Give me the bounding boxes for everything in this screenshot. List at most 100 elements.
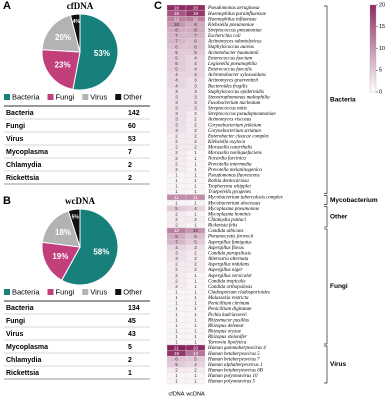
- table-count: 142: [128, 110, 140, 117]
- cell-value: 1: [175, 301, 178, 306]
- row-name: Pseudomonas aeruginosa: [207, 6, 260, 11]
- cell-value: 16: [174, 11, 180, 16]
- cell-value: 2: [175, 139, 178, 144]
- legend-label: Fungi: [56, 92, 75, 101]
- cell-value: 2: [194, 256, 197, 261]
- row-name: Pseudomonas fluorescens: [207, 173, 260, 178]
- row-name: Prevotella melaninogenica: [207, 168, 262, 173]
- cell-value: 1: [194, 189, 197, 194]
- group-label: Bacteria: [330, 96, 356, 103]
- row-name: Human polyomavirus 5: [207, 380, 255, 385]
- cell-value: 1: [194, 373, 197, 378]
- table-count: 7: [128, 149, 132, 156]
- row-name: Candida parapsilosis: [208, 251, 251, 256]
- cell-value: 1: [175, 334, 178, 339]
- cell-value: 1: [175, 189, 178, 194]
- legend-label: Bacteria: [12, 92, 40, 101]
- slice-label: 4%: [73, 19, 81, 25]
- cell-value: 1: [194, 295, 197, 300]
- cell-value: 2: [175, 211, 178, 216]
- cell-value: 1: [194, 290, 197, 295]
- colorbar-tick-label: 10: [379, 46, 385, 52]
- cell-value: 4: [194, 72, 197, 77]
- cell-value: 3: [194, 83, 197, 88]
- row-name: Haemophilus influenzae: [207, 17, 257, 22]
- cell-value: 20: [193, 345, 199, 350]
- row-name: Aspergillus nidulans: [207, 263, 249, 268]
- cell-value: 12: [193, 16, 199, 21]
- cell-value: 4: [194, 206, 197, 211]
- cell-value: 3: [175, 117, 178, 122]
- group-bracket: [324, 345, 328, 384]
- cell-value: 2: [175, 368, 178, 373]
- cell-value: 1: [194, 273, 197, 278]
- row-name: Stenotrophomonas maltophilia: [208, 95, 270, 100]
- cell-value: 1: [194, 340, 197, 345]
- row-name: Acinetobacter baumannii: [207, 51, 259, 56]
- cell-value: 20: [174, 5, 180, 10]
- cell-value: 10: [193, 228, 199, 233]
- table-count: 60: [128, 123, 136, 130]
- row-name: Aspergillus versicolor: [207, 274, 252, 279]
- cell-value: 11: [193, 195, 198, 200]
- cell-value: 2: [194, 139, 197, 144]
- row-name: Streptococcus pseudopneumoniae: [208, 112, 276, 117]
- cell-value: 1: [175, 295, 178, 300]
- cell-value: 2: [194, 267, 197, 272]
- cell-value: 3: [194, 106, 197, 111]
- cell-value: 1: [194, 172, 197, 177]
- row-name: Staphylococcus aureus: [208, 45, 254, 50]
- table-name: Chlamydia: [6, 357, 42, 364]
- cell-value: 3: [175, 111, 178, 116]
- group-bracket: [324, 206, 328, 228]
- table-name: Mycoplasma: [6, 149, 48, 156]
- row-name: Streptococcus pneumoniae: [208, 29, 262, 34]
- cell-value: 2: [175, 167, 178, 172]
- cell-value: 2: [194, 117, 197, 122]
- pie-slice: [41, 49, 81, 90]
- table-name: Fungi: [6, 318, 25, 325]
- group-bracket: [324, 228, 328, 345]
- slice-label: 58%: [93, 248, 109, 257]
- cell-value: 12: [174, 16, 180, 21]
- table-count: 43: [128, 331, 136, 338]
- cell-value: 2: [194, 145, 197, 150]
- pie-slice: [69, 13, 81, 53]
- cell-value: 2: [175, 278, 178, 283]
- cell-value: 5: [175, 67, 178, 72]
- cell-value: 2: [194, 251, 197, 256]
- cell-value: 4: [175, 72, 178, 77]
- table-name: Rickettsia: [6, 175, 39, 182]
- table-count: 2: [128, 162, 132, 169]
- cell-value: 13: [193, 351, 199, 356]
- slice-label: 23%: [55, 61, 71, 70]
- row-name: Corynebacterium jeikeium: [208, 123, 262, 128]
- row-name: Human betaherpesvirus 5: [207, 352, 260, 357]
- table-name: Virus: [6, 136, 23, 143]
- cell-value: 1: [194, 329, 197, 334]
- cell-value: 1: [175, 379, 178, 384]
- row-name: Haemophilus parainfluenzae: [207, 12, 267, 17]
- panel-label: B: [3, 195, 11, 207]
- pie-slice: [41, 14, 81, 53]
- cell-value: 3: [175, 256, 178, 261]
- row-name: Enterobacter cloacae complex: [207, 134, 270, 139]
- panel-label: A: [3, 0, 11, 12]
- table-count: 1: [128, 370, 132, 377]
- row-name: Rhizomucor pusillus: [207, 318, 249, 323]
- cell-value: 8: [175, 234, 178, 239]
- cell-value: 6: [175, 44, 178, 49]
- cell-value: 5: [175, 55, 178, 60]
- cell-value: 1: [194, 278, 197, 283]
- legend-swatch: [47, 94, 54, 100]
- pie-title: cfDNA: [67, 1, 94, 11]
- legend-label: Fungi: [56, 287, 75, 296]
- cell-value: 1: [175, 290, 178, 295]
- cell-value: 3: [194, 245, 197, 250]
- cell-value: 3: [175, 100, 178, 105]
- cell-value: 5: [175, 206, 178, 211]
- row-name: Prevotella intermedia: [207, 162, 252, 167]
- row-name: Candida albicans: [208, 229, 243, 234]
- cell-value: 7: [175, 33, 178, 38]
- cell-value: 1: [194, 184, 197, 189]
